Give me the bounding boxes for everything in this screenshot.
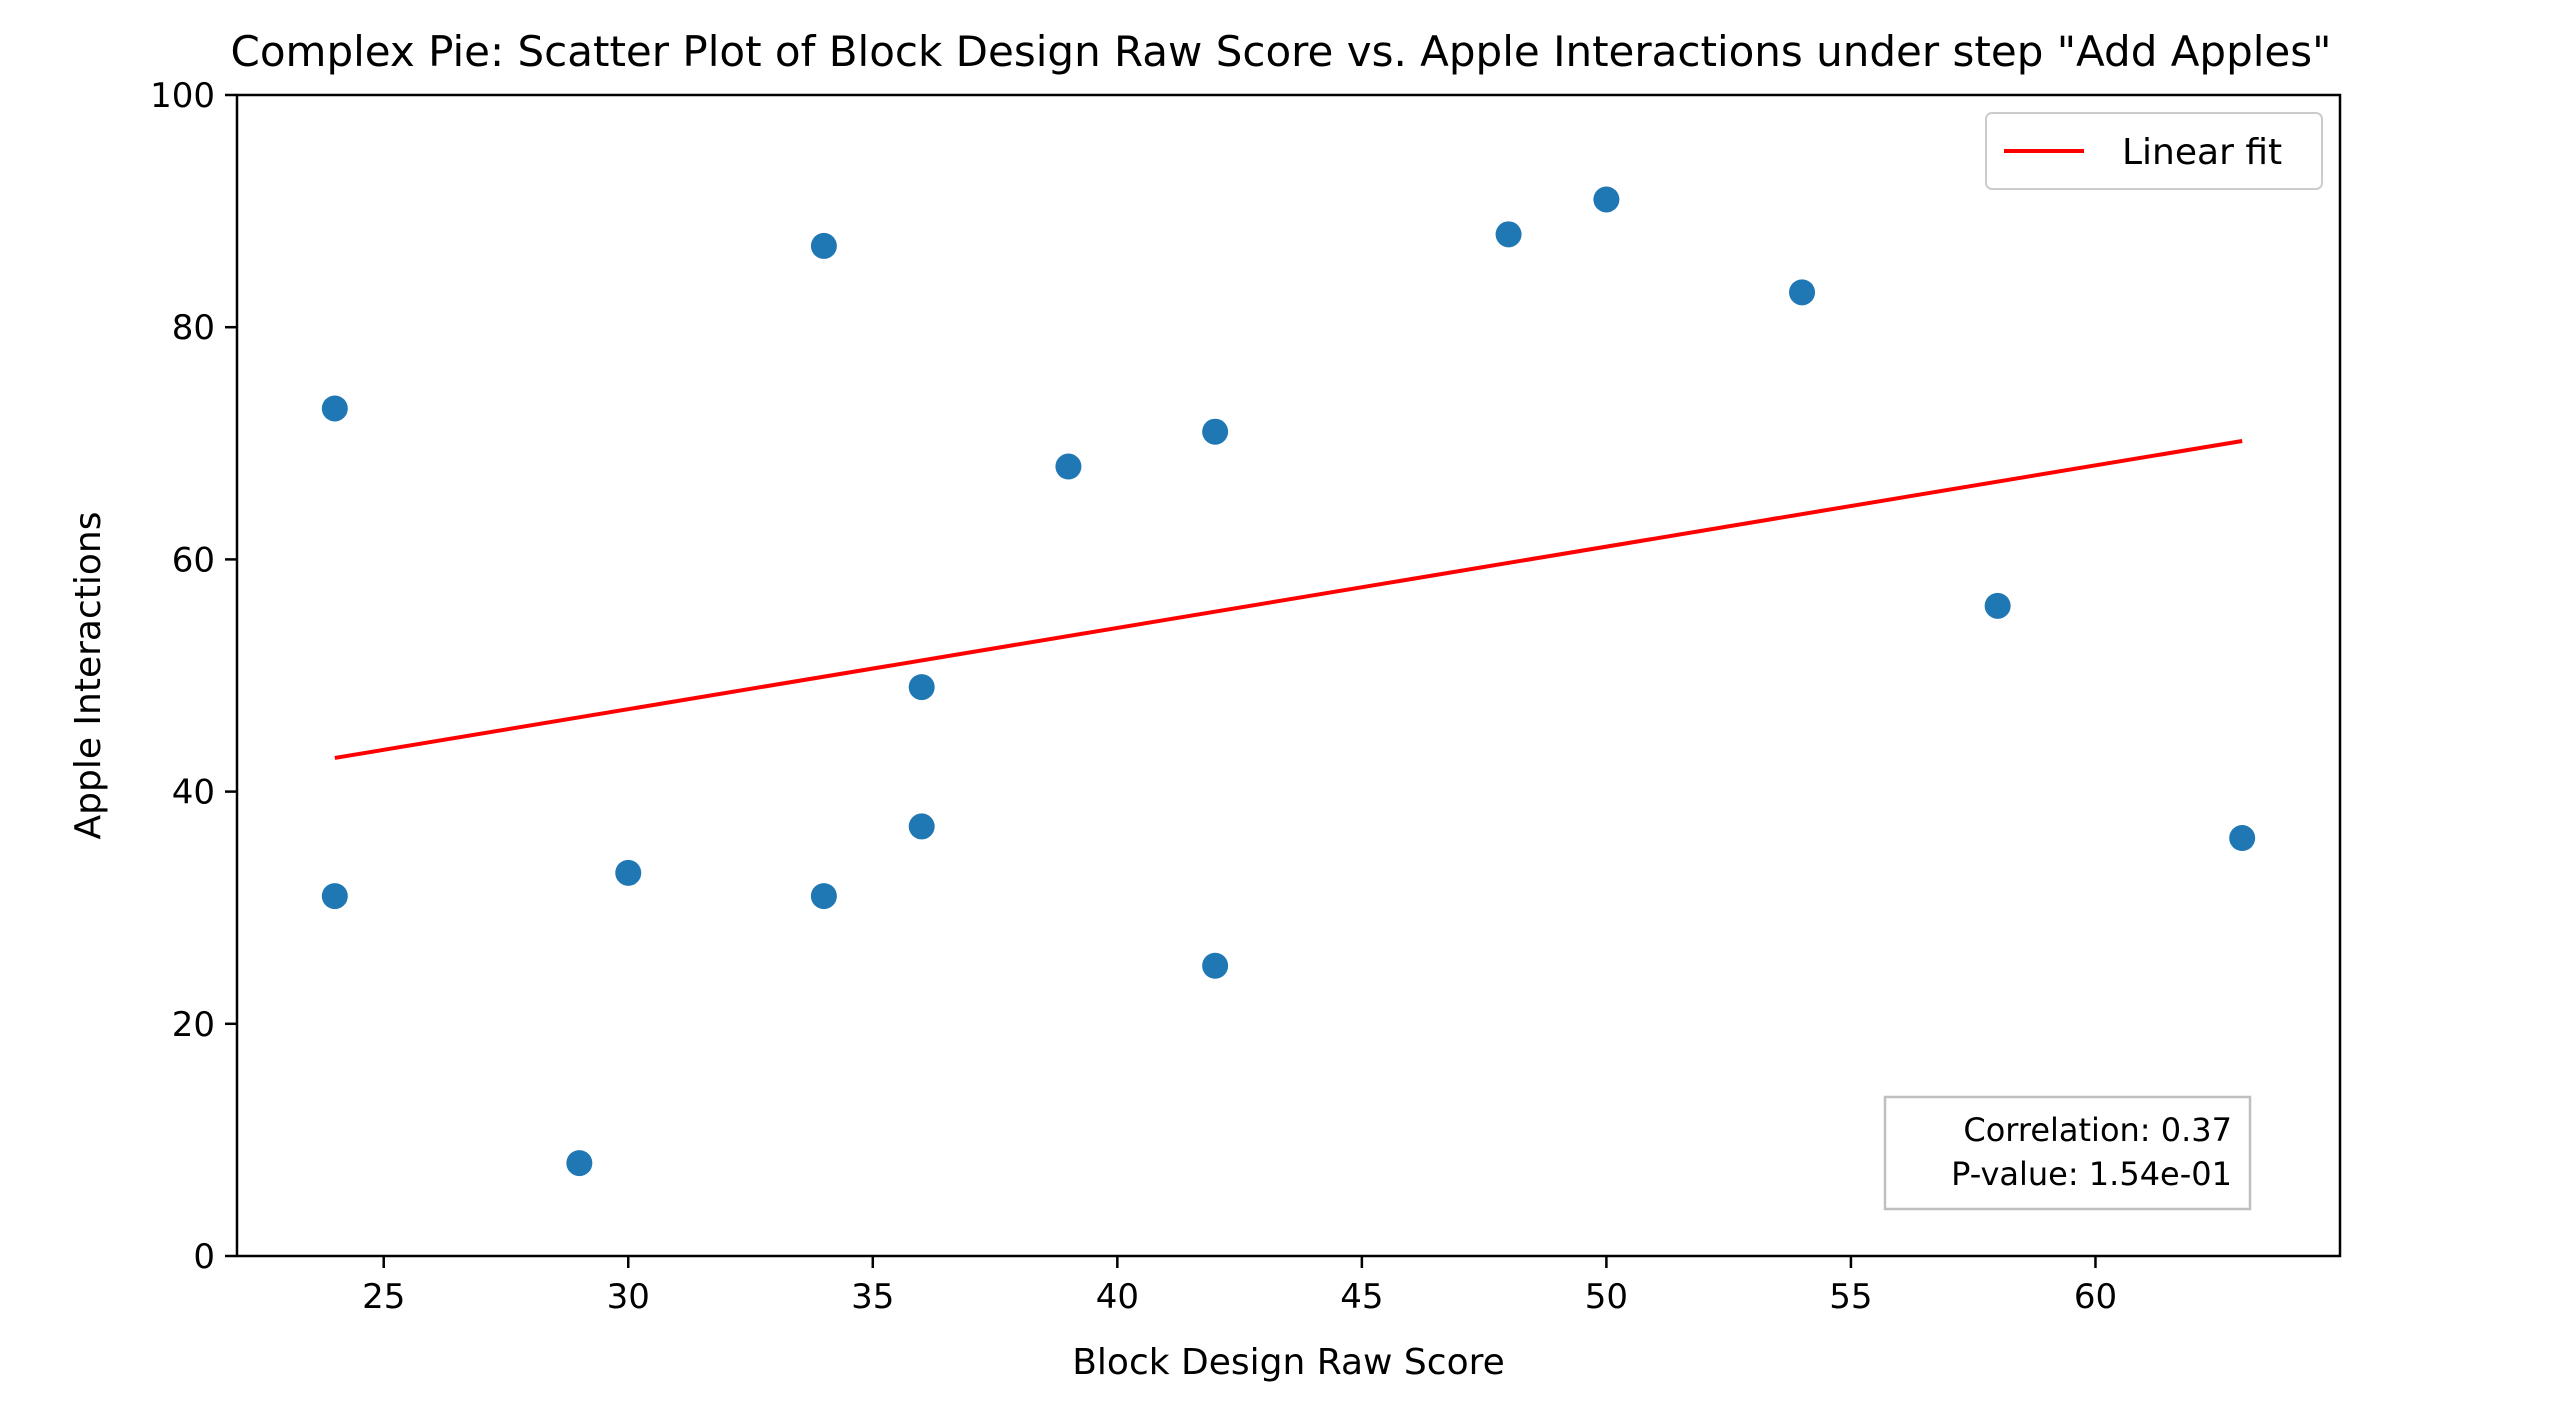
scatter-point — [1202, 418, 1229, 445]
scatter-point — [908, 674, 935, 701]
scatter-point — [321, 395, 348, 422]
scatter-points — [321, 186, 2256, 1177]
x-tick-label: 35 — [851, 1277, 894, 1317]
correlation-text: Correlation: 0.37 — [1963, 1111, 2232, 1149]
scatter-point — [908, 813, 935, 840]
p-value-text: P-value: 1.54e-01 — [1951, 1155, 2232, 1193]
x-tick-label: 30 — [607, 1277, 650, 1317]
scatter-point — [1984, 592, 2011, 619]
scatter-point — [321, 883, 348, 910]
stats-annotation: Correlation: 0.37 P-value: 1.54e-01 — [1883, 1095, 2252, 1211]
linear-fit-line — [334, 439, 2243, 760]
y-tick-label: 100 — [150, 76, 215, 116]
legend-box — [1985, 112, 2323, 190]
legend: Linear fit — [1985, 112, 2323, 190]
y-tick-label: 0 — [193, 1237, 215, 1277]
scatter-point — [2229, 825, 2256, 852]
y-tick-label: 20 — [172, 1005, 215, 1045]
x-axis-ticks: 25 30 35 40 45 50 55 60 — [362, 1256, 2117, 1317]
x-tick-label: 40 — [1096, 1277, 1139, 1317]
scatter-point — [615, 859, 642, 886]
y-axis-ticks: 0 20 40 60 80 100 — [150, 76, 237, 1277]
scatter-point — [566, 1150, 593, 1177]
x-tick-label: 60 — [2074, 1277, 2117, 1317]
chart-title: Complex Pie: Scatter Plot of Block Desig… — [231, 27, 2332, 76]
scatter-point — [810, 883, 837, 910]
plot-frame — [235, 93, 2342, 1258]
scatter-point — [1593, 186, 1620, 213]
stats-box — [1883, 1095, 2252, 1211]
x-tick-label: 25 — [362, 1277, 405, 1317]
y-tick-label: 60 — [172, 540, 215, 580]
scatter-point — [1789, 279, 1816, 306]
scatter-point — [1202, 952, 1229, 979]
x-axis-title: Block Design Raw Score — [1072, 1342, 1505, 1383]
y-axis-title: Apple Interactions — [68, 512, 109, 840]
y-tick-label: 40 — [172, 773, 215, 813]
scatter-point — [1055, 453, 1082, 480]
x-tick-label: 45 — [1340, 1277, 1383, 1317]
y-tick-label: 80 — [172, 308, 215, 348]
legend-label-linear-fit: Linear fit — [2122, 132, 2282, 173]
scatter-point — [1495, 221, 1522, 248]
x-tick-label: 55 — [1829, 1277, 1872, 1317]
x-tick-label: 50 — [1585, 1277, 1628, 1317]
scatter-point — [810, 232, 837, 259]
